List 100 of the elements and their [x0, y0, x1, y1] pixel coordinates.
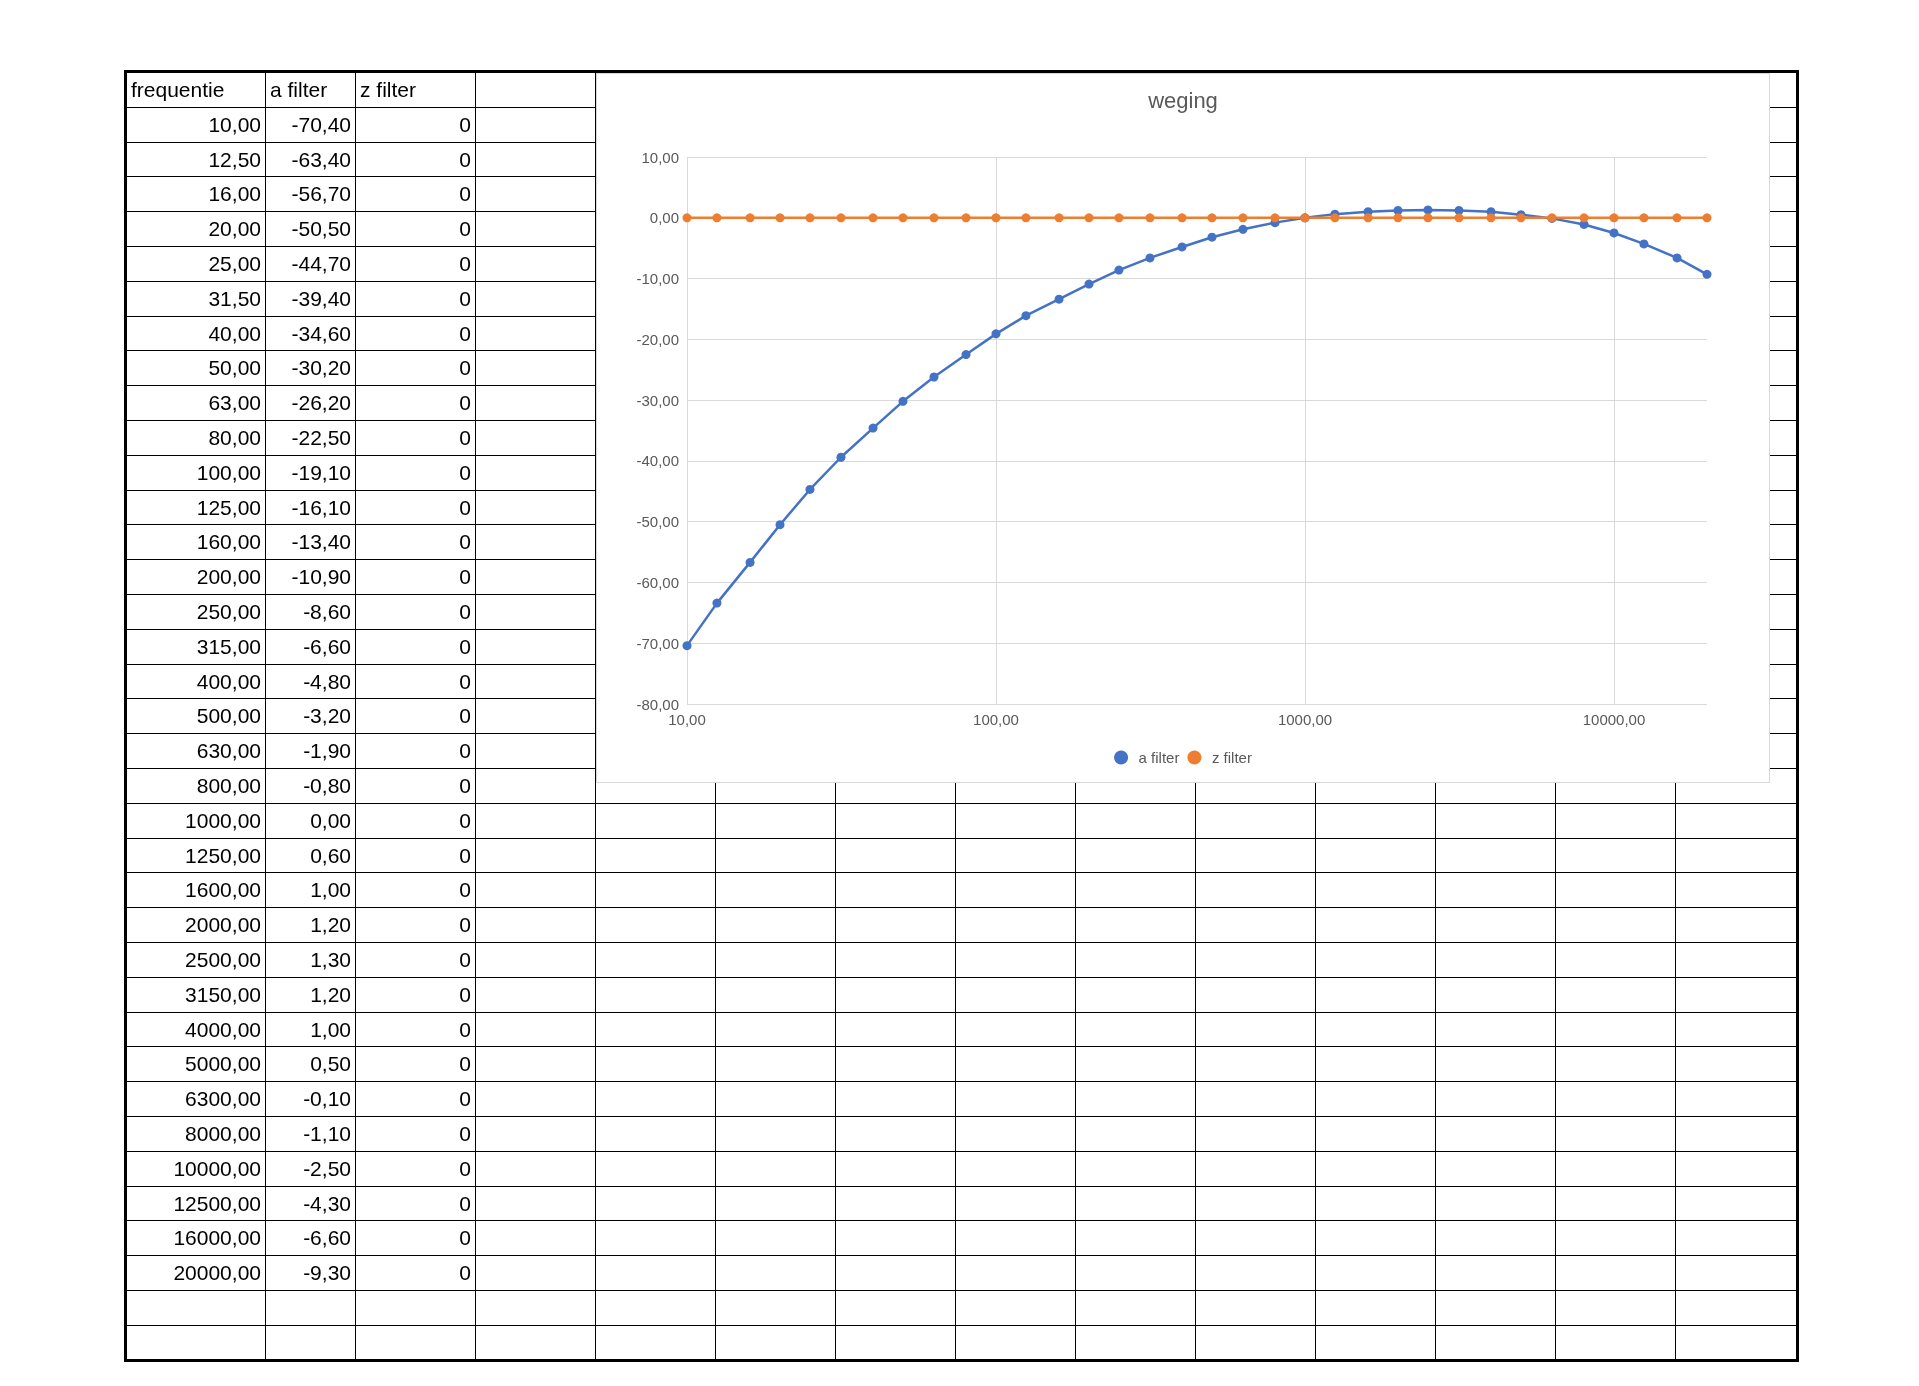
text: 315,00: [127, 629, 266, 664]
text: -70,40: [266, 107, 356, 142]
text: 80,00: [127, 420, 266, 455]
y-tick-label: 10,00: [641, 148, 679, 166]
text: 20,00: [127, 212, 266, 246]
text: -8,60: [266, 594, 356, 629]
point: [1672, 213, 1682, 223]
text: -13,40: [266, 525, 356, 560]
point: [682, 641, 692, 651]
text: -4,80: [266, 664, 356, 699]
text: 0,00: [266, 803, 356, 838]
x-tick-label: 1000,00: [1277, 711, 1333, 728]
point: [1207, 232, 1217, 242]
text: -1,90: [266, 734, 356, 768]
text: 0: [356, 455, 476, 490]
text: -50,50: [266, 212, 356, 246]
y-tick-label: -50,00: [636, 513, 679, 531]
text: 3150,00: [127, 977, 266, 1012]
point: [1423, 205, 1433, 215]
text: 0: [356, 734, 476, 768]
point: [1702, 269, 1712, 279]
legend-label: a filter: [1138, 749, 1180, 766]
text: -22,50: [266, 420, 356, 455]
text: 20000,00: [127, 1256, 266, 1290]
text: -9,30: [266, 1256, 356, 1290]
point: [1084, 279, 1094, 289]
point: [805, 484, 815, 494]
text: -0,80: [266, 768, 356, 803]
point: [836, 213, 846, 223]
point: [1054, 213, 1064, 223]
point: [1639, 239, 1649, 249]
legend-label: z filter: [1211, 749, 1252, 766]
text: -30,20: [266, 351, 356, 386]
x-tick-label: 10,00: [668, 711, 706, 728]
text: 6300,00: [127, 1082, 266, 1116]
point: [1579, 213, 1589, 223]
point: [1270, 213, 1280, 223]
text: 10,00: [127, 107, 266, 142]
text: 0,50: [266, 1047, 356, 1082]
text: 0: [356, 246, 476, 281]
text: 8000,00: [127, 1116, 266, 1151]
text: 200,00: [127, 560, 266, 594]
point: [868, 213, 878, 223]
text: z filter: [356, 73, 476, 107]
text: 0: [356, 1186, 476, 1221]
text: 0: [356, 873, 476, 908]
y-tick-label: -30,00: [636, 391, 679, 409]
point: [1177, 213, 1187, 223]
text: -10,90: [266, 560, 356, 594]
point: [1145, 213, 1155, 223]
point: [1454, 213, 1464, 223]
point: [1393, 213, 1403, 223]
point: [682, 213, 692, 223]
point: [1486, 213, 1496, 223]
y-tick-label: 0,00: [649, 209, 679, 227]
point: [1207, 213, 1217, 223]
x-tick-label: 100,00: [973, 711, 1019, 728]
point: [991, 329, 1001, 339]
point: [1084, 213, 1094, 223]
text: 0: [356, 386, 476, 420]
text: 63,00: [127, 386, 266, 420]
text: 0: [356, 1082, 476, 1116]
text: -56,70: [266, 177, 356, 212]
text: 0: [356, 699, 476, 734]
point: [1672, 253, 1682, 263]
chart-title: weging: [1147, 87, 1218, 113]
y-tick-label: -60,00: [636, 573, 679, 591]
text: 800,00: [127, 768, 266, 803]
text: 125,00: [127, 490, 266, 525]
point: [1114, 213, 1124, 223]
text: 0: [356, 1012, 476, 1047]
text: 0: [356, 351, 476, 386]
text: 0: [356, 768, 476, 803]
point: [836, 452, 846, 462]
text: -44,70: [266, 246, 356, 281]
text: 250,00: [127, 594, 266, 629]
y-tick-label: -20,00: [636, 330, 679, 348]
text: -26,20: [266, 386, 356, 420]
text: -1,10: [266, 1116, 356, 1151]
point: [1054, 294, 1064, 304]
text: 4000,00: [127, 1012, 266, 1047]
text: -19,10: [266, 455, 356, 490]
point: [898, 213, 908, 223]
text: 630,00: [127, 734, 266, 768]
point: [805, 213, 815, 223]
text: 0: [356, 1047, 476, 1082]
point: [929, 213, 939, 223]
text: -34,60: [266, 316, 356, 351]
y-tick-label: -70,00: [636, 634, 679, 652]
point: [1238, 224, 1248, 234]
text: 100,00: [127, 455, 266, 490]
point: [745, 213, 755, 223]
x-tick-label: 10000,00: [1582, 711, 1646, 728]
text: 0: [356, 664, 476, 699]
text: 1000,00: [127, 803, 266, 838]
text: 1,30: [266, 942, 356, 977]
point: [712, 213, 722, 223]
text: 25,00: [127, 246, 266, 281]
text: 2000,00: [127, 908, 266, 942]
text: -6,60: [266, 629, 356, 664]
